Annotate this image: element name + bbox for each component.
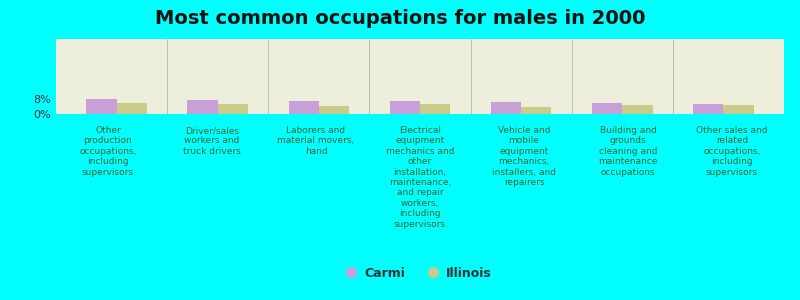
Bar [592, 103, 622, 114]
Text: Laborers and
material movers,
hand: Laborers and material movers, hand [278, 126, 354, 156]
Text: Other sales and
related
occupations,
including
supervisors: Other sales and related occupations, inc… [696, 126, 768, 177]
Text: Vehicle and
mobile
equipment
mechanics,
installers, and
repairers: Vehicle and mobile equipment mechanics, … [492, 126, 556, 187]
Bar [521, 107, 551, 114]
Bar [86, 99, 117, 114]
Bar [723, 105, 754, 114]
Text: Other
production
occupations,
including
supervisors: Other production occupations, including … [79, 126, 137, 177]
Bar [490, 102, 521, 114]
Bar [289, 101, 319, 114]
Text: Building and
grounds
cleaning and
maintenance
occupations: Building and grounds cleaning and mainte… [598, 126, 658, 177]
Bar [218, 104, 248, 114]
Bar [319, 106, 350, 114]
Bar [693, 103, 723, 114]
Bar [187, 100, 218, 114]
Bar [622, 105, 653, 114]
Text: Most common occupations for males in 2000: Most common occupations for males in 200… [154, 9, 646, 28]
Bar [117, 103, 147, 114]
Bar [390, 101, 420, 114]
Bar [420, 104, 450, 114]
Text: Electrical
equipment
mechanics and
other
installation,
maintenance,
and repair
w: Electrical equipment mechanics and other… [386, 126, 454, 229]
Legend: Carmi, Illinois: Carmi, Illinois [348, 267, 492, 280]
Text: Driver/sales
workers and
truck drivers: Driver/sales workers and truck drivers [183, 126, 241, 156]
